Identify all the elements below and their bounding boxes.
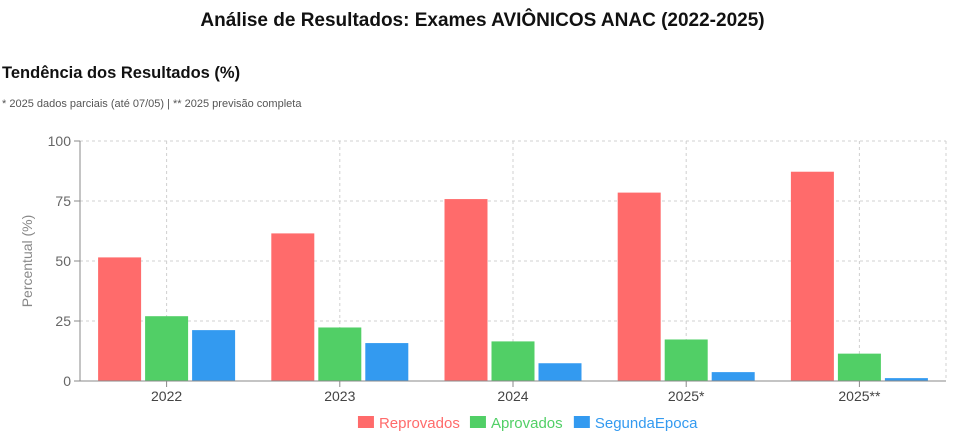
chart-footnote: * 2025 dados parciais (até 07/05) | ** 2…: [2, 98, 302, 110]
bar-segundaepoca-4[interactable]: [884, 378, 928, 381]
bar-reprovados-1[interactable]: [271, 233, 315, 381]
bar-segundaepoca-2[interactable]: [538, 363, 582, 381]
chart-axes: 0 25 50 75 100 2022 2023 2024 2025* 2025**: [48, 133, 946, 404]
x-tick-label: 2024: [497, 388, 528, 404]
legend-label: Aprovados: [491, 415, 563, 432]
legend-item-reprovados[interactable]: Reprovados: [357, 415, 460, 432]
x-tick-label: 2025**: [838, 388, 881, 404]
y-tick-label: 100: [48, 133, 72, 149]
legend-swatch: [357, 416, 374, 428]
chart-legend[interactable]: Reprovados Aprovados SegundaEpoca: [357, 415, 698, 432]
legend-label: Reprovados: [379, 415, 460, 432]
x-tick-label: 2023: [324, 388, 355, 404]
chart-title: Tendência dos Resultados (%): [2, 64, 241, 82]
legend-label: SegundaEpoca: [595, 415, 698, 432]
legend-item-aprovados[interactable]: Aprovados: [469, 415, 563, 432]
x-tick-label: 2025*: [668, 388, 705, 404]
y-tick-label: 25: [55, 313, 71, 329]
bar-aprovados-0[interactable]: [145, 316, 189, 381]
bar-reprovados-0[interactable]: [98, 257, 142, 381]
bar-segundaepoca-0[interactable]: [192, 330, 236, 381]
y-axis-label: Percentual (%): [19, 215, 35, 308]
bar-segundaepoca-3[interactable]: [711, 372, 755, 381]
bar-segundaepoca-1[interactable]: [365, 343, 409, 381]
bar-aprovados-4[interactable]: [837, 353, 881, 381]
x-tick-label: 2022: [151, 388, 182, 404]
bar-aprovados-2[interactable]: [491, 341, 535, 381]
legend-swatch: [573, 416, 590, 428]
bar-aprovados-3[interactable]: [664, 339, 708, 381]
page-title: Análise de Resultados: Exames AVIÔNICOS …: [200, 10, 765, 31]
legend-swatch: [469, 416, 486, 428]
bar-reprovados-2[interactable]: [444, 199, 488, 381]
bar-reprovados-4[interactable]: [790, 171, 834, 381]
y-tick-label: 0: [63, 373, 71, 389]
bar-reprovados-3[interactable]: [617, 192, 661, 381]
chart-bars: [98, 171, 928, 381]
bar-aprovados-1[interactable]: [318, 327, 362, 381]
y-tick-label: 50: [55, 253, 71, 269]
y-tick-label: 75: [55, 193, 71, 209]
legend-item-segundaepoca[interactable]: SegundaEpoca: [573, 415, 698, 432]
